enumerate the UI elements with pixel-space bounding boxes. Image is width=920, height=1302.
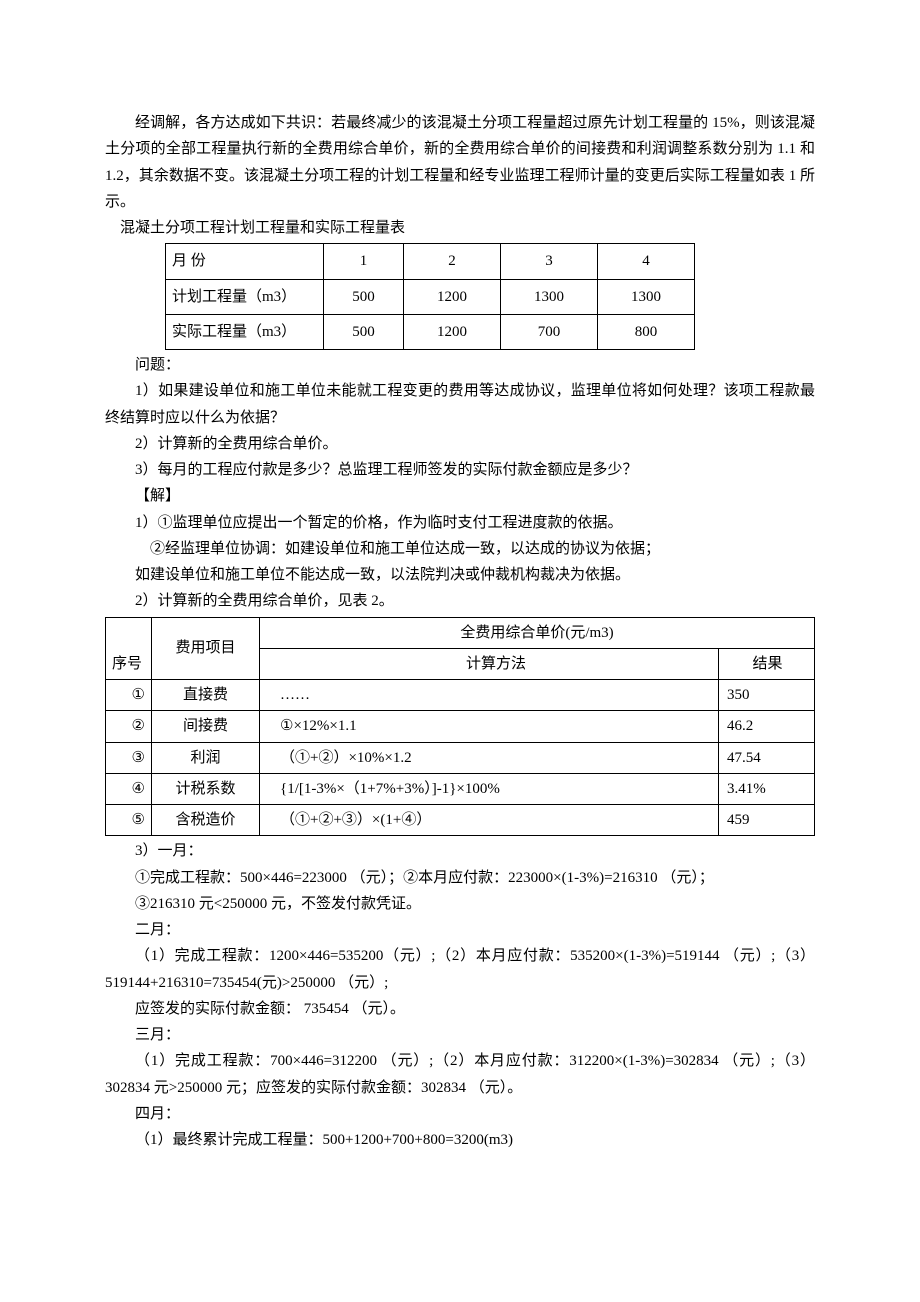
calc-m4h: 四月： — [105, 1101, 815, 1127]
table1-title: 混凝土分项工程计划工程量和实际工程量表 — [120, 215, 815, 241]
cell: 3.41% — [719, 773, 815, 804]
calc-a3: 3）一月： — [105, 838, 815, 864]
cell: 利润 — [152, 742, 260, 773]
calc-m3a: （1）完成工程款：700×446=312200 （元）;（2）本月应付款：312… — [105, 1048, 815, 1101]
hdr-span: 全费用综合单价(元/m3) — [260, 617, 815, 648]
cell: 计税系数 — [152, 773, 260, 804]
cell-plan-hdr: 计划工程量（m3） — [166, 279, 324, 314]
cell: 4 — [598, 244, 695, 279]
table-row: 序号 费用项目 全费用综合单价(元/m3) — [106, 617, 815, 648]
answer-1b: ②经监理单位协调：如建设单位和施工单位达成一致，以达成的协议为依据； — [105, 536, 815, 562]
table-row: 月 份 1 2 3 4 — [166, 244, 695, 279]
cell: （①+②+③）×(1+④） — [260, 805, 719, 836]
cell: ③ — [106, 742, 152, 773]
answer-title: 【解】 — [105, 483, 815, 509]
calc-m2h: 二月： — [105, 917, 815, 943]
cell: 1300 — [501, 279, 598, 314]
calc-m1a: ①完成工程款：500×446=223000 （元）；②本月应付款：223000×… — [105, 865, 815, 891]
questions-title: 问题： — [105, 352, 815, 378]
cell: ① — [106, 680, 152, 711]
answer-2: 2）计算新的全费用综合单价，见表 2。 — [105, 588, 815, 614]
calc-m3h: 三月： — [105, 1022, 815, 1048]
table2: 序号 费用项目 全费用综合单价(元/m3) 计算方法 结果 ① 直接费 …… 3… — [105, 617, 815, 837]
table1: 月 份 1 2 3 4 计划工程量（m3） 500 1200 1300 1300… — [165, 243, 695, 350]
table-row: 计划工程量（m3） 500 1200 1300 1300 — [166, 279, 695, 314]
answer-1a: 1）①监理单位应提出一个暂定的价格，作为临时支付工程进度款的依据。 — [105, 510, 815, 536]
table-row: ⑤ 含税造价 （①+②+③）×(1+④） 459 — [106, 805, 815, 836]
cell: 1300 — [598, 279, 695, 314]
cell: 1200 — [404, 279, 501, 314]
cell: 700 — [501, 314, 598, 349]
cell: 1200 — [404, 314, 501, 349]
cell: 1 — [324, 244, 404, 279]
question-3: 3）每月的工程应付款是多少？总监理工程师签发的实际付款金额应是多少？ — [105, 457, 815, 483]
question-1: 1）如果建设单位和施工单位未能就工程变更的费用等达成协议，监理单位将如何处理？该… — [105, 378, 815, 431]
cell: 3 — [501, 244, 598, 279]
cell-actual-hdr: 实际工程量（m3） — [166, 314, 324, 349]
cell: 含税造价 — [152, 805, 260, 836]
hdr-method: 计算方法 — [260, 648, 719, 679]
cell: 间接费 — [152, 711, 260, 742]
calc-m2a: （1）完成工程款：1200×446=535200（元）;（2）本月应付款：535… — [105, 943, 815, 996]
calc-m4a: （1）最终累计完成工程量：500+1200+700+800=3200(m3) — [105, 1127, 815, 1153]
cell-month-hdr: 月 份 — [166, 244, 324, 279]
cell: ② — [106, 711, 152, 742]
table-row: ③ 利润 （①+②）×10%×1.2 47.54 — [106, 742, 815, 773]
cell: 47.54 — [719, 742, 815, 773]
calc-m2b: 应签发的实际付款金额： 735454 （元）。 — [105, 996, 815, 1022]
cell: ①×12%×1.1 — [260, 711, 719, 742]
cell: 2 — [404, 244, 501, 279]
cell: 350 — [719, 680, 815, 711]
cell: ④ — [106, 773, 152, 804]
cell: …… — [260, 680, 719, 711]
cell: （①+②）×10%×1.2 — [260, 742, 719, 773]
cell: {1/[1-3%×（1+7%+3%）]-1}×100% — [260, 773, 719, 804]
cell: 500 — [324, 279, 404, 314]
question-2: 2）计算新的全费用综合单价。 — [105, 431, 815, 457]
hdr-item: 费用项目 — [152, 617, 260, 680]
calc-m1b: ③216310 元<250000 元，不签发付款凭证。 — [105, 891, 815, 917]
intro-paragraph: 经调解，各方达成如下共识：若最终减少的该混凝土分项工程量超过原先计划工程量的 1… — [105, 110, 815, 215]
table-row: ② 间接费 ①×12%×1.1 46.2 — [106, 711, 815, 742]
table-row: 实际工程量（m3） 500 1200 700 800 — [166, 314, 695, 349]
cell: 直接费 — [152, 680, 260, 711]
cell: 46.2 — [719, 711, 815, 742]
hdr-result: 结果 — [719, 648, 815, 679]
table-row: ④ 计税系数 {1/[1-3%×（1+7%+3%）]-1}×100% 3.41% — [106, 773, 815, 804]
hdr-seq: 序号 — [106, 617, 152, 680]
cell: ⑤ — [106, 805, 152, 836]
cell: 800 — [598, 314, 695, 349]
cell: 500 — [324, 314, 404, 349]
table-row: ① 直接费 …… 350 — [106, 680, 815, 711]
answer-1c: 如建设单位和施工单位不能达成一致，以法院判决或仲裁机构裁决为依据。 — [105, 562, 815, 588]
cell: 459 — [719, 805, 815, 836]
